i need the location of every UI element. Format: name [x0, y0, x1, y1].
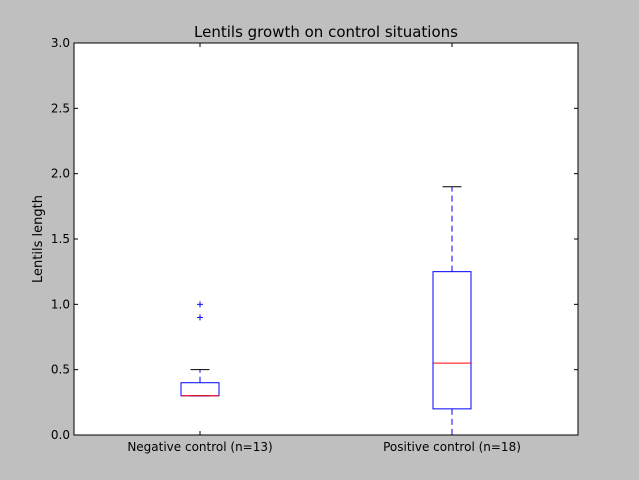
- iqr-box: [432, 271, 472, 410]
- plot-area: [73, 42, 579, 436]
- box-group: [432, 186, 472, 436]
- x-axis-ticks: Negative control (n=13) Positive control …: [127, 43, 521, 454]
- outlier-point: [197, 301, 203, 308]
- y-tick-label: 2.0: [51, 167, 70, 181]
- y-axis-label: Lentils length: [31, 195, 46, 283]
- x-tick-label: Negative control (n=13): [127, 440, 272, 454]
- outlier-point: [197, 314, 203, 321]
- box-group: [180, 301, 220, 397]
- y-tick-label: 1.0: [51, 297, 70, 311]
- x-tick-label: Positive control (n=18): [383, 440, 521, 454]
- boxes-layer: [180, 186, 472, 436]
- y-tick-label: 0.5: [51, 363, 70, 377]
- chart-title: Lentils growth on control situations: [194, 23, 458, 41]
- y-tick-label: 3.0: [51, 36, 70, 50]
- y-tick-label: 1.5: [51, 232, 70, 246]
- y-tick-label: 2.5: [51, 101, 70, 115]
- y-tick-label: 0.0: [51, 428, 70, 442]
- y-axis-ticks: 0.0 0.5 1.0 1.5 2.0 2.5 3.0: [51, 36, 578, 442]
